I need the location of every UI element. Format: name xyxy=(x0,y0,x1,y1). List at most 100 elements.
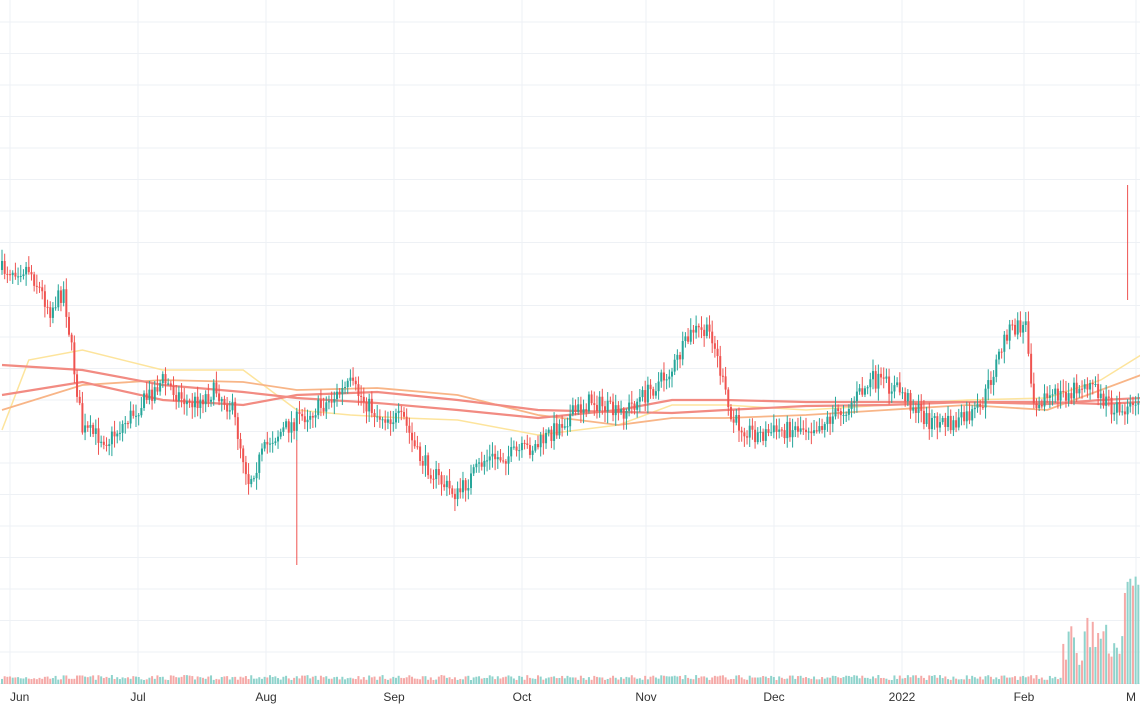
volume-bar xyxy=(805,677,807,684)
candle-body xyxy=(748,425,751,438)
volume-bar xyxy=(215,678,218,684)
candle-body xyxy=(94,428,97,434)
volume-bar xyxy=(389,678,392,684)
candle-body xyxy=(547,429,550,433)
volume-bar xyxy=(1067,631,1070,684)
volume-bar xyxy=(35,679,38,684)
candle-body xyxy=(989,380,992,385)
candle-body xyxy=(486,460,489,462)
candle-body xyxy=(210,399,213,402)
candle-body xyxy=(662,372,665,381)
volume-bar xyxy=(239,676,242,684)
candle-body xyxy=(437,469,440,476)
volume-bar xyxy=(654,677,657,684)
candle-body xyxy=(255,472,258,479)
candle-body xyxy=(73,342,76,375)
volume-bar xyxy=(392,676,395,684)
volume-bar xyxy=(1097,632,1100,684)
volume-bar xyxy=(403,678,405,684)
candle-body xyxy=(719,356,722,376)
candle-body xyxy=(960,412,963,418)
candle-body xyxy=(569,414,572,427)
candle-body xyxy=(1105,396,1108,406)
candle-body xyxy=(979,403,982,407)
candle-body xyxy=(534,444,537,451)
candle-body xyxy=(408,425,411,433)
candle-body xyxy=(1048,395,1051,398)
volume-bar xyxy=(435,679,438,684)
volume-bar xyxy=(1081,660,1084,684)
candle-body xyxy=(587,394,590,412)
candle-body xyxy=(1115,402,1118,413)
candle-body xyxy=(277,436,280,442)
candle-body xyxy=(914,407,917,413)
volume-bar xyxy=(1019,676,1022,684)
volume-bar xyxy=(1008,677,1011,684)
volume-bar xyxy=(727,679,730,684)
candle-body xyxy=(19,276,22,278)
volume-bar xyxy=(944,676,947,684)
volume-bar xyxy=(593,675,596,684)
volume-bar xyxy=(76,675,79,684)
candle-body xyxy=(1032,383,1035,404)
volume-bar xyxy=(100,676,103,684)
candle-body xyxy=(180,392,183,399)
volume-bar xyxy=(180,676,183,684)
volume-bar xyxy=(558,677,561,684)
candle-body xyxy=(984,388,987,408)
volume-bar xyxy=(767,677,770,684)
candle-body xyxy=(721,375,724,377)
volume-bar xyxy=(440,675,443,684)
volume-bar xyxy=(853,675,856,684)
volume-bar xyxy=(483,677,486,684)
volume-bar xyxy=(585,679,588,684)
candle-body xyxy=(724,376,727,390)
volume-bar xyxy=(191,676,194,684)
candle-body xyxy=(681,341,684,360)
volume-bar xyxy=(132,676,135,684)
volume-bar xyxy=(928,675,931,684)
volume-bar xyxy=(1121,636,1124,684)
candle-body xyxy=(161,374,164,384)
candle-body xyxy=(11,272,14,276)
candle-body xyxy=(234,401,237,418)
candle-body xyxy=(930,417,933,430)
candle-body xyxy=(177,392,180,401)
volume-bar xyxy=(1089,647,1092,684)
candle-body xyxy=(810,431,813,434)
volume-bar xyxy=(1099,638,1102,684)
candle-body xyxy=(732,419,735,423)
volume-bar xyxy=(807,678,810,684)
candle-body xyxy=(1038,404,1041,409)
candle-body xyxy=(788,421,791,438)
candle-body xyxy=(239,438,242,449)
volume-bar xyxy=(118,679,121,684)
volume-bar xyxy=(504,676,507,684)
volume-bar xyxy=(461,679,464,684)
volume-bar xyxy=(1038,678,1041,684)
volume-bar xyxy=(429,677,432,684)
volume-bar xyxy=(445,677,448,684)
candle-body xyxy=(890,391,893,394)
candle-body xyxy=(523,442,526,444)
volume-bar xyxy=(724,677,727,684)
volume-bar xyxy=(719,675,722,684)
volume-bar xyxy=(86,677,89,684)
candle-body xyxy=(172,385,175,395)
volume-bar xyxy=(231,677,234,684)
volume-bar xyxy=(738,675,740,684)
volume-bar xyxy=(957,679,960,684)
candle-body xyxy=(502,460,505,462)
candle-body xyxy=(105,444,108,446)
candle-body xyxy=(957,417,960,428)
candle-body xyxy=(386,419,389,423)
volume-bar xyxy=(708,679,711,684)
candle-body xyxy=(512,446,515,448)
volume-bar xyxy=(965,675,968,684)
candle-body xyxy=(287,421,290,433)
candle-body xyxy=(496,457,499,460)
candle-body xyxy=(145,393,148,400)
candle-body xyxy=(3,261,6,274)
volume-bar xyxy=(421,676,424,684)
candle-body xyxy=(1094,384,1097,386)
